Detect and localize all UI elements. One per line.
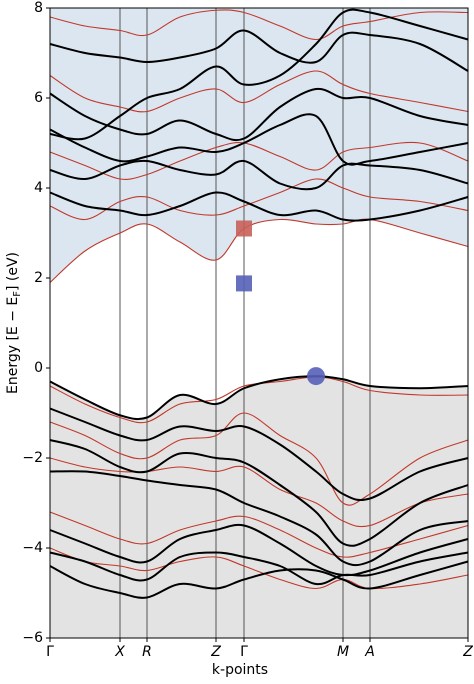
band [49,8,469,141]
band [49,178,469,221]
y-tick-label: 0 [34,360,43,376]
band [49,29,469,72]
x-axis-label: k-points [212,662,268,678]
x-tick-label: Z [462,644,473,660]
y-tick-label: −6 [22,630,43,646]
y-tick-label: 6 [34,90,43,106]
band [49,191,469,222]
y-label-main: Energy [E − E [5,297,21,394]
y-label-sub: F [12,291,23,297]
band [49,9,469,41]
band [49,159,469,191]
band [49,560,469,599]
y-axis-label: Energy [E − EF] (eV) [5,252,23,394]
band [49,470,469,567]
marker [307,367,325,386]
y-tick-label: 4 [34,180,43,196]
x-tick-label: R [142,644,152,660]
x-tick-label: Γ [240,644,248,660]
band [49,376,469,424]
conduction-region [50,8,468,283]
x-tick-label: Z [210,644,221,660]
y-tick-label: 2 [34,270,43,286]
y-tick-label: −4 [22,540,43,556]
x-tick-label: Γ [46,644,54,660]
band [49,407,469,502]
x-tick-label: A [364,644,375,660]
band [49,412,469,506]
plot-frame [49,7,469,639]
band [49,457,469,528]
band [49,511,469,558]
y-tick-label: 8 [34,0,43,16]
band [49,439,469,547]
marker [236,275,252,292]
band [49,70,469,113]
band [49,113,469,166]
y-label-end: ] (eV) [5,252,21,291]
band [49,87,469,142]
x-tick-label: X [114,644,125,660]
band [49,375,469,421]
band [49,551,469,586]
band [49,523,469,577]
marker [236,220,252,237]
y-tick-label: −2 [22,450,43,466]
x-tick-label: M [337,644,349,660]
